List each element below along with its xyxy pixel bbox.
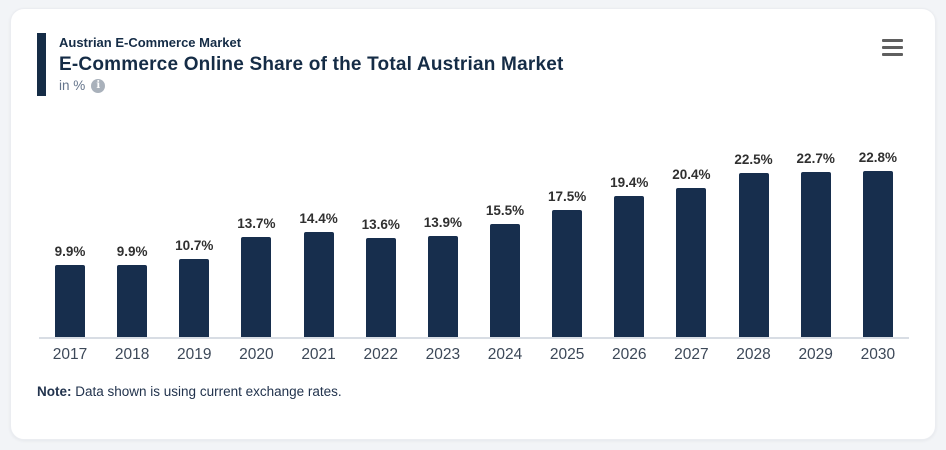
- chart-unit-label: in %: [59, 78, 86, 93]
- x-axis-label-2030: 2030: [860, 346, 896, 363]
- chart-menu-button[interactable]: [882, 39, 903, 56]
- bar-2029[interactable]: [800, 172, 831, 337]
- bar-2021[interactable]: [303, 232, 334, 337]
- x-axis: 2017 2018 2019 2020 2021 2022 2023 2024 2025 2026…: [39, 346, 909, 364]
- bar-value-label: 13.6%: [361, 217, 400, 232]
- bar-value-label: 22.5%: [734, 152, 773, 167]
- bar-column-2030: 22.8%: [847, 150, 909, 337]
- bar-2026[interactable]: [614, 196, 645, 337]
- accent-bar: [37, 33, 46, 96]
- x-axis-label-2017: 2017: [52, 346, 88, 363]
- chart-header: Austrian E-Commerce Market E-Commerce On…: [37, 33, 564, 96]
- bar-value-label: 9.9%: [54, 244, 86, 259]
- chart-card: Austrian E-Commerce Market E-Commerce On…: [10, 8, 936, 440]
- bar-2030[interactable]: [862, 171, 893, 337]
- bar-2025[interactable]: [552, 210, 583, 337]
- bar-value-label: 13.9%: [423, 215, 462, 230]
- info-icon[interactable]: i: [91, 79, 106, 93]
- bar-2017[interactable]: [55, 265, 85, 337]
- bar-column-2017: 9.9%: [39, 244, 101, 337]
- x-axis-label-2028: 2028: [736, 346, 771, 363]
- bar-column-2029: 22.7%: [785, 151, 847, 337]
- x-axis-label-2029: 2029: [798, 346, 833, 363]
- bar-column-2028: 22.5%: [723, 152, 785, 337]
- footnote-text: Data shown is using current exchange rat…: [71, 384, 342, 399]
- bar-column-2027: 20.4%: [660, 167, 722, 337]
- bar-column-2019: 10.7%: [163, 238, 225, 337]
- subtitle-row: in % i: [59, 77, 564, 95]
- bar-column-2021: 14.4%: [288, 211, 350, 337]
- x-axis-label-2021: 2021: [301, 346, 336, 363]
- bar-column-2020: 13.7%: [225, 216, 287, 337]
- bar-column-2026: 19.4%: [598, 175, 660, 337]
- bar-value-label: 10.7%: [175, 238, 214, 253]
- footnote-label: Note:: [37, 384, 72, 399]
- bar-value-label: 14.4%: [299, 211, 338, 226]
- bar-value-label: 20.4%: [672, 167, 711, 182]
- chart-title: E-Commerce Online Share of the Total Aus…: [59, 54, 564, 75]
- bar-2024[interactable]: [489, 224, 520, 337]
- x-axis-label-2023: 2023: [425, 346, 461, 363]
- header-text: Austrian E-Commerce Market E-Commerce On…: [59, 33, 564, 96]
- x-axis-label-2025: 2025: [549, 346, 585, 363]
- x-axis-label-2027: 2027: [674, 346, 709, 363]
- bar-2020[interactable]: [241, 237, 272, 337]
- footnote: Note: Data shown is using current exchan…: [37, 383, 342, 401]
- bar-value-label: 19.4%: [610, 175, 649, 190]
- x-axis-label-2020: 2020: [239, 346, 274, 363]
- bar-column-2023: 13.9%: [412, 215, 474, 337]
- bar-2018[interactable]: [117, 265, 148, 337]
- bar-column-2025: 17.5%: [536, 189, 598, 337]
- bar-value-label: 22.7%: [796, 151, 835, 166]
- menu-bar-icon: [882, 45, 903, 50]
- menu-bar-icon: [882, 39, 903, 43]
- bar-2019[interactable]: [179, 259, 210, 337]
- bar-value-label: 15.5%: [485, 203, 525, 218]
- bar-value-label: 22.8%: [858, 150, 897, 165]
- bar-2022[interactable]: [365, 238, 396, 337]
- bar-2027[interactable]: [676, 188, 707, 337]
- menu-bar-icon: [882, 52, 903, 56]
- bar-2028[interactable]: [738, 173, 769, 337]
- chart-kicker: Austrian E-Commerce Market: [59, 35, 242, 50]
- bar-value-label: 13.7%: [237, 216, 276, 231]
- x-axis-label-2019: 2019: [177, 346, 212, 363]
- bar-column-2022: 13.6%: [350, 217, 412, 337]
- bar-value-label: 17.5%: [547, 189, 587, 204]
- bars-row: 9.9% 9.9% 10.7% 13.7% 14.4% 13.6% 13.9% 15.5% 17…: [39, 149, 909, 339]
- bar-chart: 9.9% 9.9% 10.7% 13.7% 14.4% 13.6% 13.9% 15.5% 17…: [39, 149, 909, 364]
- bar-column-2024: 15.5%: [474, 203, 536, 337]
- bar-2023[interactable]: [427, 236, 458, 337]
- bar-value-label: 9.9%: [116, 244, 148, 259]
- x-axis-label-2018: 2018: [114, 346, 150, 363]
- x-axis-label-2022: 2022: [363, 346, 398, 363]
- x-axis-label-2026: 2026: [612, 346, 647, 363]
- x-axis-label-2024: 2024: [487, 346, 523, 363]
- bar-column-2018: 9.9%: [101, 244, 163, 337]
